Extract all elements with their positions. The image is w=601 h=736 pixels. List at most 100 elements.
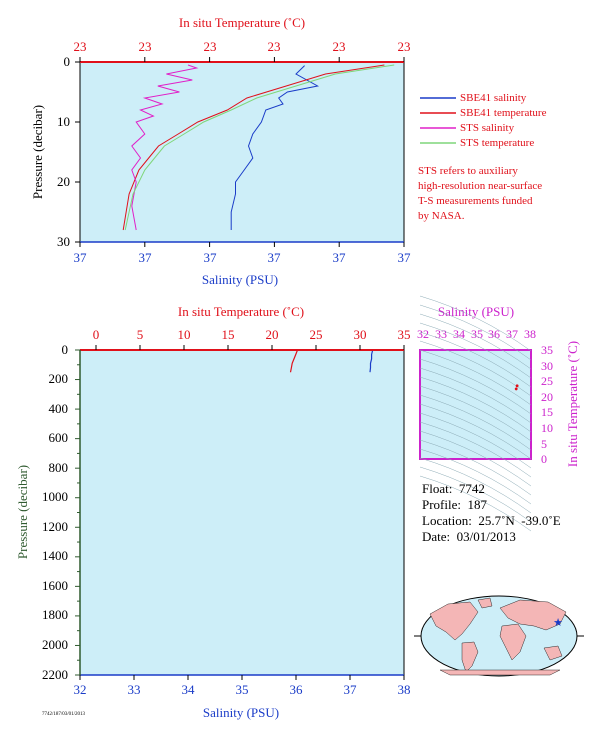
ts-isopycnal-line [419, 331, 532, 388]
ts-isopycnal-line [419, 313, 532, 370]
salinity-tick-label: 37 [333, 250, 347, 265]
ts-temperature-tick-label: 15 [541, 405, 553, 419]
legend-note-line: T-S measurements funded [418, 195, 533, 207]
top-panel-y-ticks: 0 10 20 30 [57, 54, 70, 249]
pressure-tick-label: 600 [49, 430, 69, 445]
ts-isopycnal-line [419, 457, 532, 514]
bottom-panel-curves [289, 349, 374, 373]
ts-temperature-tick-label: 20 [541, 390, 553, 404]
ts-salinity-tick-label: 33 [435, 327, 447, 341]
ts-isopycnals [419, 295, 532, 532]
top-tick-label: 23 [268, 39, 281, 54]
series-sbe41-salinity [369, 349, 374, 373]
legend-label-sts-temperature: STS temperature [460, 137, 534, 149]
legend: SBE41 salinity SBE41 temperature STS sal… [418, 92, 547, 222]
pressure-tick-label: 2200 [42, 667, 68, 682]
top-panel-salinity-axis-title: Salinity (PSU) [202, 272, 278, 287]
ts-isopycnal-line [419, 394, 532, 451]
land-north-america [429, 601, 479, 641]
pressure-tick-label: 0 [62, 342, 69, 357]
pressure-tick-label: 30 [57, 234, 70, 249]
bottom-panel-salinity-axis-title: Salinity (PSU) [203, 705, 279, 720]
ts-isopycnal-line [419, 439, 532, 496]
pressure-tick-label: 800 [49, 460, 69, 475]
profile-number: Profile: 187 [422, 497, 487, 512]
legend-note-line: by NASA. [418, 210, 465, 222]
top-panel-bottom-ticks: 37 37 37 37 37 37 [74, 250, 412, 265]
salinity-tick-label: 37 [139, 250, 153, 265]
ts-diagram: Salinity (PSU) 32 33 34 35 36 37 38 35 3… [417, 295, 580, 532]
series-sbe41-temperature [122, 64, 385, 231]
ts-isopycnal-line [419, 295, 532, 352]
ts-salinity-tick-label: 37 [506, 327, 518, 341]
land-eurasia [499, 599, 567, 631]
top-tick-label: 23 [204, 39, 217, 54]
temperature-tick-label: 10 [178, 327, 191, 342]
ts-temperature-tick-label: 5 [541, 437, 547, 451]
pressure-tick-label: 0 [64, 54, 71, 69]
ts-isopycnal-line [419, 466, 532, 523]
ts-temperature-tick-label: 35 [541, 343, 553, 357]
top-panel-temperature-axis-title: In situ Temperature (˚C) [179, 15, 305, 30]
pressure-tick-label: 10 [57, 114, 70, 129]
ts-isopycnal-line [419, 448, 532, 505]
profile-date: Date: 03/01/2013 [422, 529, 516, 544]
land-africa [499, 623, 527, 661]
land-australia [543, 645, 563, 661]
footer-code: 7742/187/03/01/2013 [42, 712, 86, 717]
ts-isopycnal-line [419, 349, 532, 406]
pressure-tick-label: 1600 [42, 578, 68, 593]
top-tick-label: 23 [139, 39, 152, 54]
temperature-tick-label: 25 [310, 327, 323, 342]
world-map: ★ [414, 595, 584, 677]
ts-profile-point [515, 384, 519, 388]
temperature-tick-label: 35 [398, 327, 411, 342]
float-id: Float: 7742 [422, 481, 485, 496]
land-south-america [461, 641, 479, 673]
salinity-tick-label: 37 [74, 250, 88, 265]
ts-salinity-tick-label: 34 [453, 327, 465, 341]
temperature-tick-label: 15 [222, 327, 235, 342]
salinity-tick-label: 37 [204, 250, 218, 265]
legend-label-sbe41-temperature: SBE41 temperature [460, 107, 547, 119]
top-panel-curves [122, 64, 395, 231]
ts-salinity-tick-label: 35 [471, 327, 483, 341]
float-location-marker: ★ [553, 617, 563, 629]
ts-isopycnal-line [419, 385, 532, 442]
series-sbe41-salinity [230, 65, 320, 230]
ts-isopycnal-line [419, 412, 532, 469]
pressure-tick-label: 200 [49, 371, 69, 386]
series-sts-salinity [131, 64, 199, 231]
pressure-tick-label: 1200 [42, 519, 68, 534]
ts-temperature-tick-label: 25 [541, 374, 553, 388]
ts-plot-area [419, 349, 532, 460]
ts-profile-points [514, 384, 519, 391]
salinity-tick-label: 33 [128, 682, 141, 697]
top-panel: 23 23 23 23 23 23 In situ Temperature (˚… [30, 15, 411, 287]
ts-isopycnal-line [419, 358, 532, 415]
bottom-panel-tick-marks [75, 345, 405, 680]
ts-isopycnal-line [419, 403, 532, 460]
legend-label-sts-salinity: STS salinity [460, 122, 515, 134]
ts-temperature-axis-title: In situ Temperature (˚C) [565, 341, 580, 467]
series-sbe41-temperature [289, 349, 299, 373]
series-sts-temperature [124, 64, 395, 231]
ts-isopycnal-line [419, 430, 532, 487]
top-tick-label: 23 [398, 39, 411, 54]
ts-isopycnal-line [419, 304, 532, 361]
ts-temperature-tick-label: 30 [541, 359, 553, 373]
pressure-tick-label: 1400 [42, 548, 68, 563]
temperature-tick-label: 5 [137, 327, 144, 342]
top-panel-tick-marks [75, 57, 405, 247]
ts-temperature-tick-label: 0 [541, 452, 547, 466]
bottom-panel-temperature-axis-title: In situ Temperature (˚C) [178, 304, 304, 319]
ts-isopycnal-line [419, 376, 532, 433]
pressure-tick-label: 1000 [42, 489, 68, 504]
map-land [429, 597, 567, 676]
land-greenland [477, 597, 493, 609]
bottom-panel-y-ticks: 0 200 400 600 800 1000 1200 1400 1600 18… [42, 342, 68, 682]
legend-note-line: high-resolution near-surface [418, 180, 542, 192]
pressure-tick-label: 400 [49, 401, 69, 416]
bottom-panel: In situ Temperature (˚C) 0 5 10 15 20 25… [15, 304, 411, 720]
